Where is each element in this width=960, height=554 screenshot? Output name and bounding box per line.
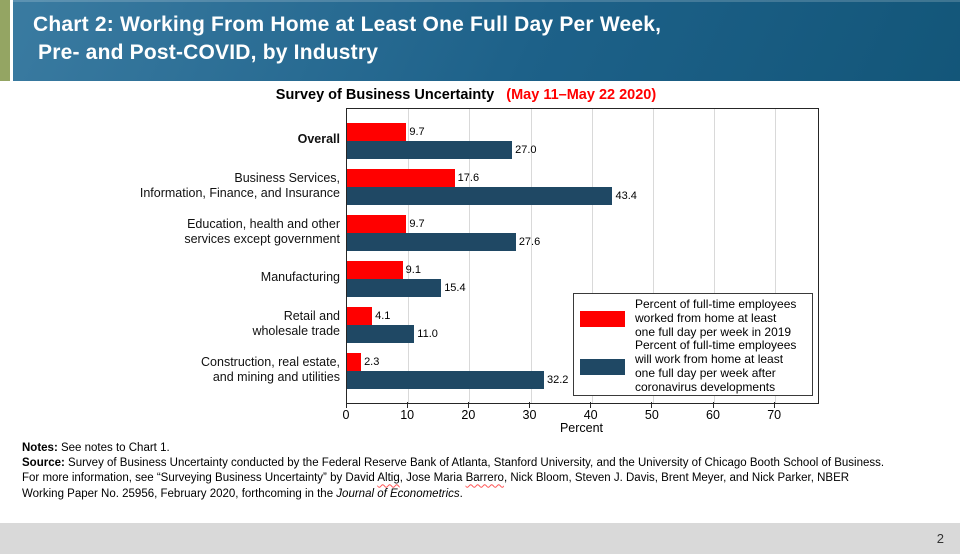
source-label: Source: bbox=[22, 457, 65, 470]
category-label: Overall bbox=[297, 132, 340, 147]
misspelled-word-altig: Altig bbox=[377, 472, 400, 485]
x-tick-label: 10 bbox=[400, 408, 415, 422]
legend-entry: Percent of full-time employees worked fr… bbox=[580, 297, 806, 339]
legend-entry-label: Percent of full-time employees worked fr… bbox=[635, 297, 797, 339]
gridline bbox=[591, 109, 593, 403]
bar-value-label: 32.2 bbox=[546, 374, 569, 386]
more-info-text: For more information, see “Surveying Bus… bbox=[22, 472, 378, 485]
source-text: Survey of Business Uncertainty conducted… bbox=[64, 457, 885, 470]
bar-value-label: 9.7 bbox=[409, 218, 425, 230]
bar-group: 9.7 27.0 bbox=[347, 123, 818, 159]
gridline bbox=[469, 109, 471, 403]
bar-value-label: 15.4 bbox=[444, 282, 466, 294]
x-tick-mark bbox=[590, 402, 592, 408]
x-tick-mark bbox=[529, 402, 530, 408]
accent-stripe bbox=[0, 0, 10, 81]
x-tick-label: 30 bbox=[522, 408, 537, 422]
more-info-line: For more information, see “Surveying Bus… bbox=[22, 471, 942, 486]
x-tick-mark bbox=[345, 402, 347, 408]
journal-name: Journal of Econometrics bbox=[336, 487, 460, 500]
notes-line: Notes: See notes to Chart 1. bbox=[22, 441, 942, 456]
working-paper-text: Working Paper No. 25956, February 2020, … bbox=[22, 487, 337, 500]
notes-text: See notes to Chart 1. bbox=[57, 442, 170, 454]
bar-value-label: 27.6 bbox=[518, 236, 541, 248]
chart-title-main: Survey of Business Uncertainty bbox=[275, 87, 495, 103]
bar-post-covid: 15.4 bbox=[347, 279, 466, 297]
source-line: Source: Survey of Business Uncertainty c… bbox=[22, 456, 942, 471]
category-label: Education, health and other services exc… bbox=[184, 216, 340, 247]
bar-pre-covid: 9.1 bbox=[347, 261, 421, 279]
bar-pre-covid: 17.6 bbox=[347, 169, 479, 187]
notes-block: Notes: See notes to Chart 1. Source: Sur… bbox=[22, 441, 942, 502]
bar-group: 9.7 27.6 bbox=[347, 215, 818, 251]
legend-swatch-navy bbox=[580, 358, 625, 375]
bar-value-label: 9.7 bbox=[409, 126, 425, 138]
x-tick-label: 50 bbox=[644, 408, 659, 422]
bar-group: 17.6 43.4 bbox=[347, 169, 818, 205]
chart-title: Survey of Business Uncertainty (May 11–M… bbox=[0, 87, 932, 103]
bar-value-label: 43.4 bbox=[615, 190, 637, 202]
legend: Percent of full-time employees worked fr… bbox=[573, 293, 813, 396]
x-tick-label: 40 bbox=[583, 408, 598, 422]
legend-swatch-red bbox=[580, 310, 625, 327]
slide-footer: 2 bbox=[0, 523, 960, 554]
bar-value-label: 17.6 bbox=[457, 172, 480, 184]
slide-title-line1: Chart 2: Working From Home at Least One … bbox=[33, 13, 662, 36]
x-tick-label: 60 bbox=[706, 408, 720, 422]
bar-post-covid: 27.0 bbox=[347, 141, 537, 159]
legend-entry-label: Percent of full-time employees will work… bbox=[635, 338, 797, 394]
category-label: Business Services, Information, Finance,… bbox=[139, 170, 340, 201]
page-number: 2 bbox=[936, 531, 944, 546]
more-info-text: , Jose Maria bbox=[399, 472, 466, 485]
bar-post-covid: 11.0 bbox=[347, 325, 438, 343]
gridline bbox=[652, 109, 654, 403]
x-axis: 0 10 20 30 40 50 60 70 bbox=[342, 402, 817, 424]
bar-value-label: 4.1 bbox=[375, 310, 391, 322]
bar-post-covid: 43.4 bbox=[347, 187, 637, 205]
more-info-text: , Nick Bloom, Steven J. Davis, Brent Mey… bbox=[503, 472, 850, 485]
x-tick-mark bbox=[773, 402, 775, 408]
legend-entry: Percent of full-time employees will work… bbox=[580, 338, 806, 394]
x-tick-label: 20 bbox=[461, 408, 476, 422]
category-label: Construction, real estate, and mining an… bbox=[201, 354, 340, 385]
x-tick-label: 0 bbox=[342, 408, 350, 422]
x-tick-mark bbox=[406, 402, 408, 408]
bar-value-label: 9.1 bbox=[405, 264, 421, 276]
bar-pre-covid: 2.3 bbox=[347, 353, 379, 371]
x-tick-mark bbox=[712, 402, 714, 408]
bar-value-label: 2.3 bbox=[364, 356, 380, 368]
gridline bbox=[775, 109, 777, 403]
gridline bbox=[714, 109, 715, 403]
bar-pre-covid: 9.7 bbox=[347, 123, 425, 141]
bar-group: 2.3 32.2 bbox=[347, 353, 818, 389]
x-tick-mark bbox=[651, 402, 653, 408]
bar-value-label: 27.0 bbox=[515, 144, 537, 156]
chart-title-date-range: (May 11–May 22 2020) bbox=[506, 87, 657, 103]
bar-group: 4.1 11.0 bbox=[347, 307, 818, 343]
working-paper-text: . bbox=[459, 487, 463, 500]
x-axis-title: Percent bbox=[559, 421, 604, 435]
bar-pre-covid: 9.7 bbox=[347, 215, 425, 233]
misspelled-word-barrero: Barrero bbox=[465, 472, 504, 485]
bar-post-covid: 32.2 bbox=[347, 371, 568, 389]
category-label: Manufacturing bbox=[260, 270, 340, 285]
bar-value-label: 11.0 bbox=[417, 328, 438, 340]
category-labels: Overall Business Services, Information, F… bbox=[14, 108, 340, 402]
slide-title-line2: Pre- and Post-COVID, by Industry bbox=[38, 41, 379, 64]
slide-header: Chart 2: Working From Home at Least One … bbox=[13, 0, 960, 81]
gridline bbox=[530, 109, 532, 403]
slide-title: Chart 2: Working From Home at Least One … bbox=[13, 0, 960, 67]
category-label: Retail and wholesale trade bbox=[252, 308, 340, 339]
bar-post-covid: 27.6 bbox=[347, 233, 540, 251]
x-tick-label: 70 bbox=[767, 408, 782, 422]
x-tick-mark bbox=[467, 402, 469, 408]
notes-label: Notes: bbox=[22, 442, 58, 454]
gridline bbox=[408, 109, 410, 403]
bar-pre-covid: 4.1 bbox=[347, 307, 390, 325]
working-paper-line: Working Paper No. 25956, February 2020, … bbox=[22, 487, 942, 502]
bar-group: 9.1 15.4 bbox=[347, 261, 818, 297]
